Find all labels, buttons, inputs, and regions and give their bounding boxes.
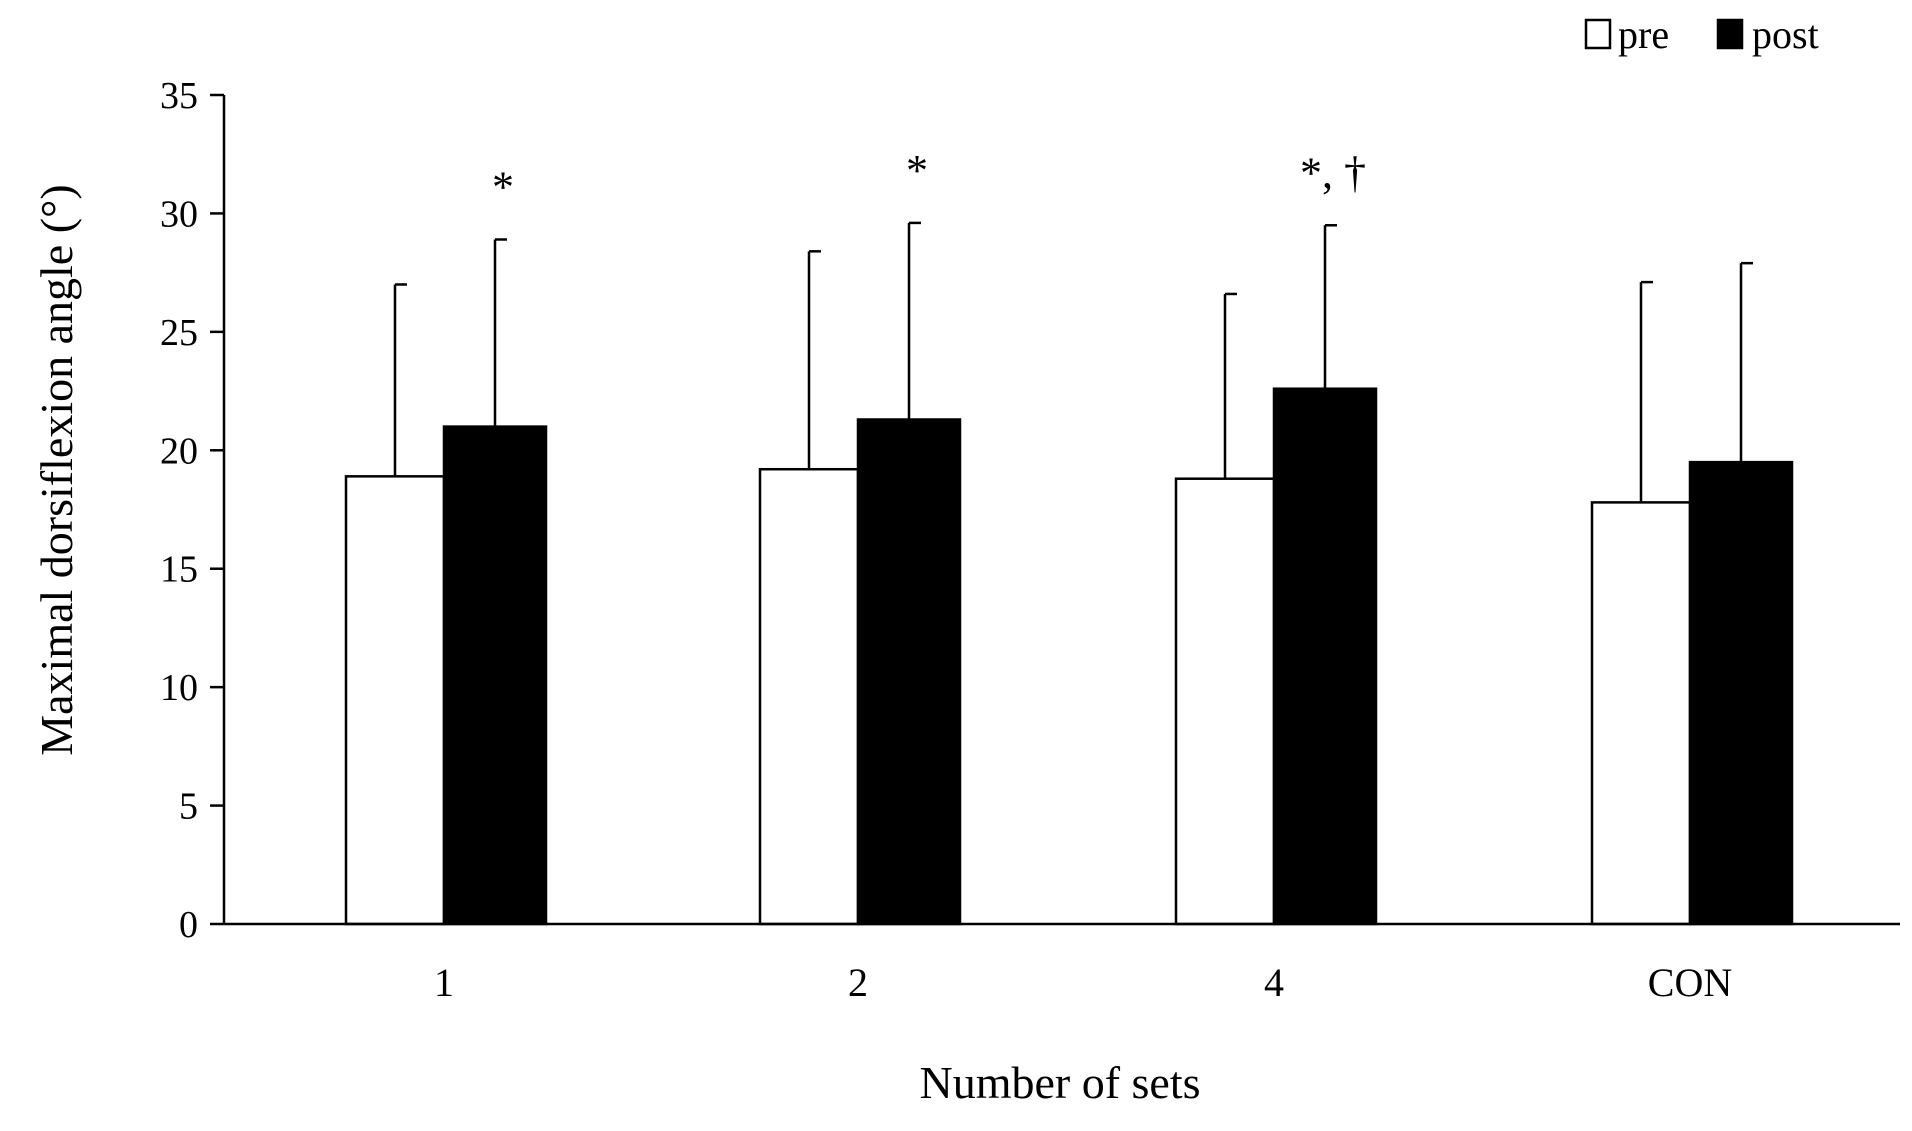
legend-swatch-post xyxy=(1716,18,1744,50)
legend: pre post xyxy=(1584,12,1819,57)
bar-post-4 xyxy=(1272,387,1378,926)
legend-label-pre: pre xyxy=(1618,12,1669,57)
significance-annotation: * xyxy=(492,162,514,211)
bar-post-2 xyxy=(856,418,962,926)
bars xyxy=(344,387,1794,926)
x-tick-label: CON xyxy=(1648,960,1732,1005)
bar-pre-2 xyxy=(758,467,860,926)
x-axis: 1 2 4 CON xyxy=(224,922,1900,1005)
y-tick-label: 35 xyxy=(160,75,198,117)
bar-pre-CON xyxy=(1590,501,1692,926)
bar-post-CON xyxy=(1688,460,1794,926)
y-axis-title: Maximal dorsiflexion angle (°) xyxy=(31,184,82,756)
y-tick-label: 0 xyxy=(179,904,198,946)
y-axis: 0 5 10 15 20 25 30 35 xyxy=(160,75,226,946)
significance-annotations: * * *, † xyxy=(492,146,1366,212)
error-bars xyxy=(393,221,1753,503)
legend-swatch-pre xyxy=(1584,18,1612,50)
y-tick-label: 10 xyxy=(160,667,198,709)
x-axis-title: Number of sets xyxy=(919,1057,1200,1108)
significance-annotation: *, † xyxy=(1300,148,1366,197)
y-tick-label: 20 xyxy=(160,430,198,472)
bar-post-1 xyxy=(442,425,548,926)
bar-pre-1 xyxy=(344,475,446,926)
bar-pre-4 xyxy=(1174,477,1276,926)
x-tick-label: 2 xyxy=(848,960,868,1005)
y-tick-label: 15 xyxy=(160,549,198,591)
significance-annotation: * xyxy=(906,146,928,195)
y-tick-label: 25 xyxy=(160,312,198,354)
x-tick-label: 1 xyxy=(434,960,454,1005)
y-tick-label: 5 xyxy=(179,786,198,828)
legend-label-post: post xyxy=(1752,12,1819,57)
y-tick-label: 30 xyxy=(160,193,198,235)
x-tick-label: 4 xyxy=(1264,960,1284,1005)
